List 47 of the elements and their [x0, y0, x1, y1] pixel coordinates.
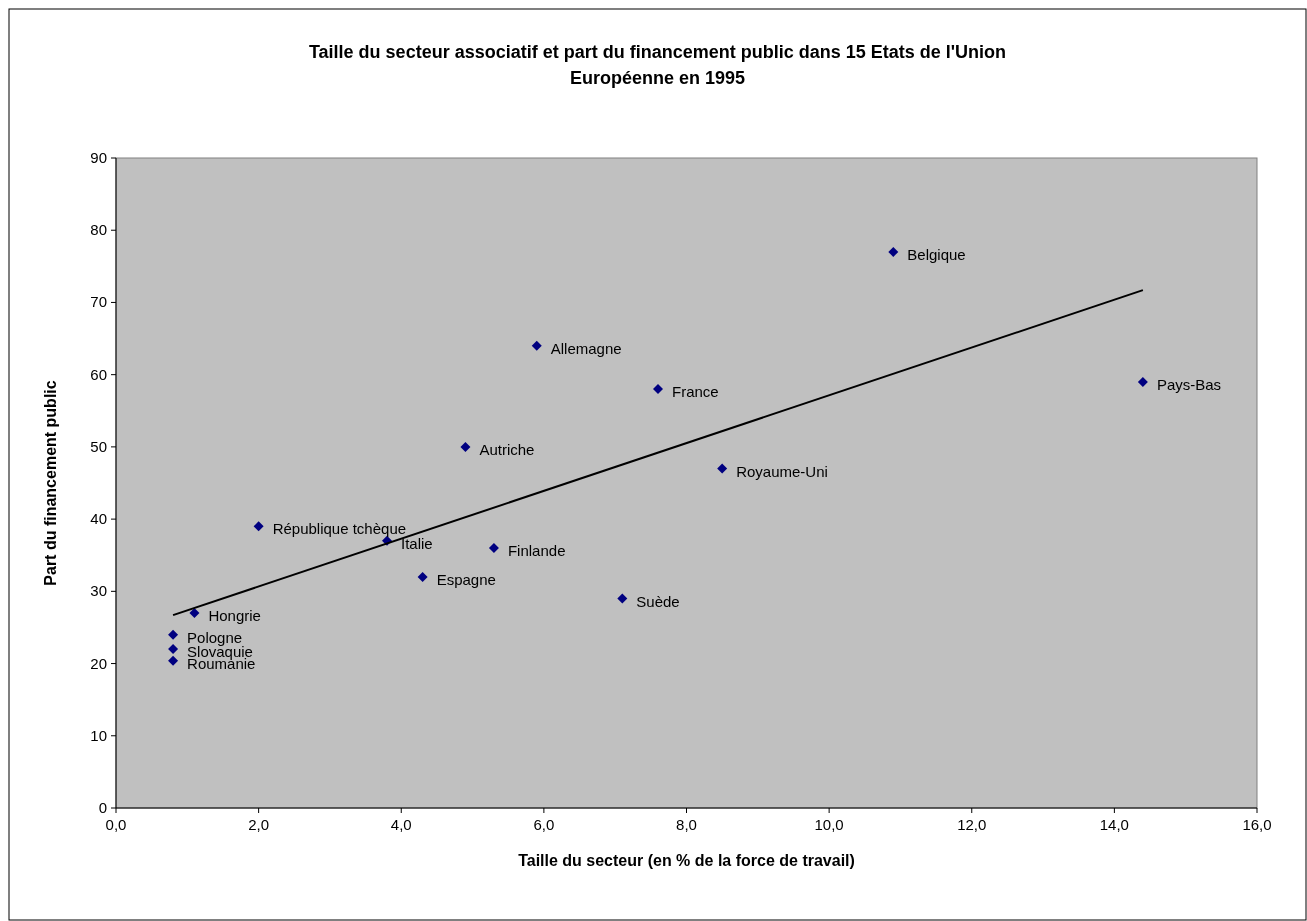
annotation: Pologne [187, 628, 243, 646]
point [1137, 376, 1148, 387]
annotation: Allemagne [550, 339, 622, 357]
annotation: France [671, 383, 719, 401]
point [531, 340, 542, 351]
x-tick-label: 12,0 [957, 816, 987, 833]
annotation: Autriche [479, 440, 535, 458]
annotation: Pays-Bas [1156, 375, 1222, 393]
annotation: Hongrie [208, 607, 261, 624]
x-tick-label: 10,0 [814, 816, 844, 833]
y-axis-title: Part du financement public [42, 380, 59, 586]
point [652, 384, 663, 395]
y-tick-label: 90 [90, 149, 107, 166]
x-tick-label: 16,0 [1242, 816, 1272, 833]
annotation: Finlande [507, 542, 566, 559]
x-tick-label: 0,0 [105, 816, 127, 833]
y-tick-label: 60 [90, 365, 107, 383]
chart-title: Taille du secteur associatif et part du financement public dans 15 Etats de l'Union Européenne en 1995 [308, 42, 1007, 88]
y-tick-label: 50 [90, 437, 107, 455]
x-tick-label: 8,0 [676, 816, 697, 833]
point [417, 571, 428, 582]
point [189, 608, 200, 618]
y-tick-label: 10 [90, 726, 107, 744]
y-tick-label: 80 [90, 221, 107, 239]
point [617, 593, 628, 604]
point [168, 655, 179, 666]
point [488, 543, 499, 553]
annotation: Espagne [436, 570, 496, 588]
y-tick-label: 70 [90, 293, 107, 311]
point [168, 629, 179, 640]
y-tick-label: 20 [90, 654, 107, 672]
point [717, 463, 728, 474]
x-tick-label: 4,0 [390, 816, 412, 833]
point [253, 521, 264, 532]
x-tick-label: 6,0 [533, 816, 555, 833]
x-tick-label: 2,0 [248, 816, 270, 833]
x-axis-title: Taille du secteur (en % de la force de travail) [518, 852, 855, 869]
annotation: Royaume-Uni [736, 462, 828, 480]
annotation: Suède [636, 592, 680, 610]
point [888, 246, 899, 257]
x-tick-label: 14,0 [1099, 816, 1129, 833]
point [168, 644, 179, 655]
y-tick-label: 0 [98, 799, 107, 816]
y-tick-label: 30 [90, 582, 107, 600]
y-tick-label: 40 [90, 510, 107, 528]
annotation: Belgique [907, 245, 966, 263]
point [460, 441, 471, 452]
